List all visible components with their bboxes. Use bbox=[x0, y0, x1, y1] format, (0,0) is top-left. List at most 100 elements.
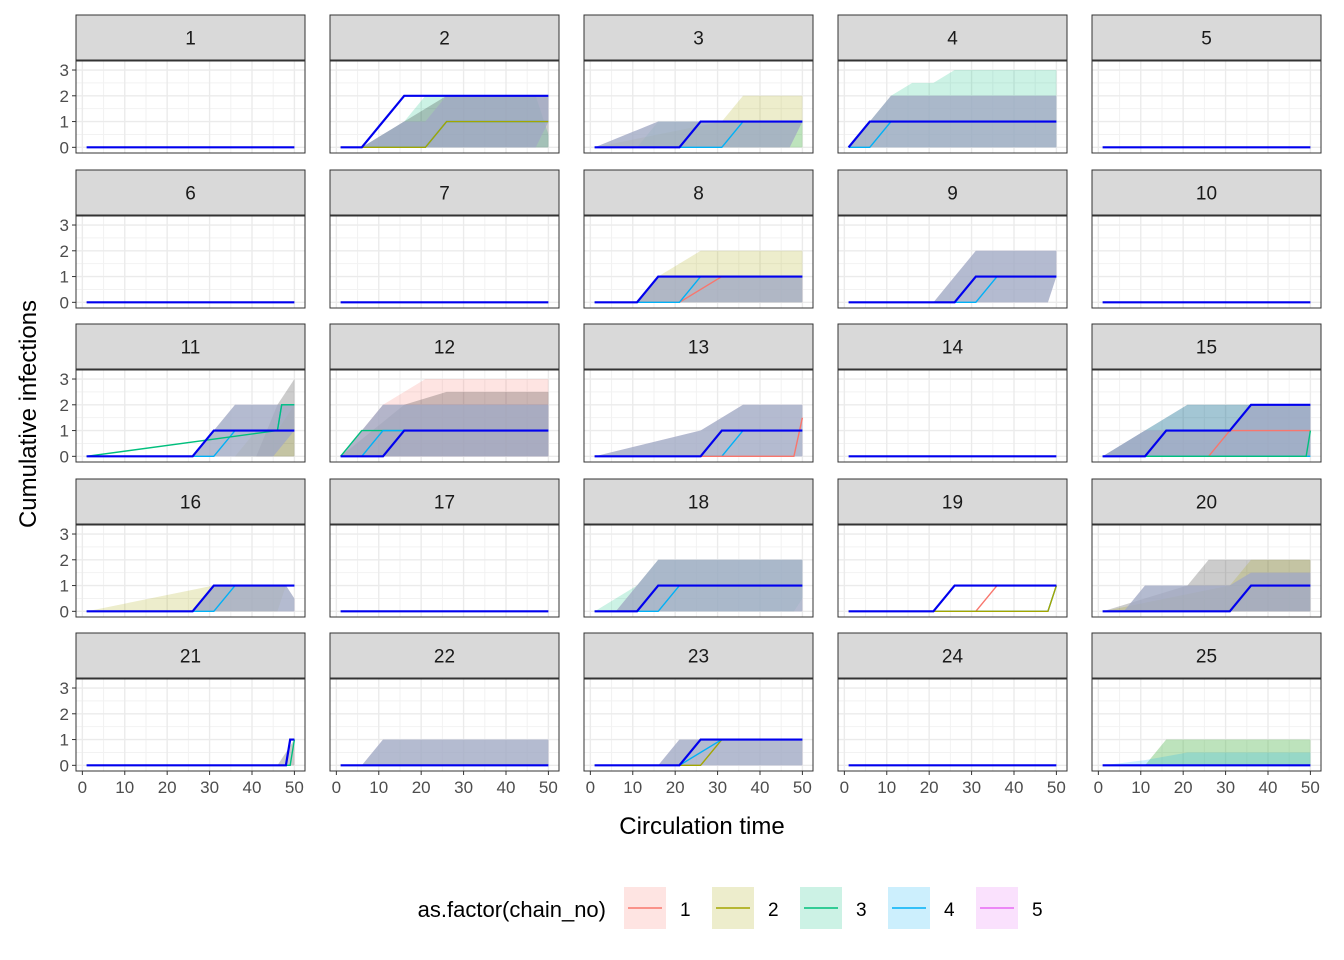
ribbon-overlap bbox=[594, 121, 803, 148]
panel-background bbox=[330, 525, 559, 617]
x-tick-label: 0 bbox=[586, 778, 595, 797]
panel-border bbox=[583, 369, 814, 463]
panel-border bbox=[329, 524, 560, 618]
mean-line bbox=[340, 429, 549, 458]
x-tick-label: 30 bbox=[454, 778, 473, 797]
x-tick-label: 40 bbox=[1259, 778, 1278, 797]
ribbon-overlap bbox=[86, 404, 295, 457]
x-tick-label: 50 bbox=[793, 778, 812, 797]
panel-border bbox=[1091, 215, 1322, 309]
facet-strip bbox=[1091, 323, 1322, 370]
facet-panel-8: 8 bbox=[583, 169, 814, 309]
x-tick-label: 0 bbox=[332, 778, 341, 797]
panel-border bbox=[583, 678, 814, 772]
facet-strip-label: 10 bbox=[1196, 184, 1217, 205]
mean-line bbox=[594, 120, 803, 149]
legend-entry-2: 2 bbox=[712, 887, 779, 929]
facet-strip bbox=[583, 169, 814, 216]
facet-strip-label: 24 bbox=[942, 647, 964, 668]
facet-strip bbox=[75, 323, 306, 370]
facet-panel-23: 23 0 10 20 30 40 50 bbox=[583, 632, 814, 797]
mean-line bbox=[340, 94, 549, 149]
line-chain-3 bbox=[86, 404, 295, 458]
facet-panel-1: 1 0 1 2 3 bbox=[60, 14, 306, 157]
facet-strip-label: 18 bbox=[688, 493, 709, 514]
facet-strip bbox=[329, 14, 560, 61]
facet-strip-label: 25 bbox=[1196, 647, 1217, 668]
panel-background bbox=[838, 679, 1067, 771]
x-tick-label: 40 bbox=[243, 778, 262, 797]
legend-entry-label: 4 bbox=[944, 900, 955, 921]
panel-border bbox=[837, 60, 1068, 154]
y-tick-label: 3 bbox=[60, 525, 69, 544]
ribbon-overlap bbox=[340, 95, 549, 148]
x-tick-label: 0 bbox=[840, 778, 849, 797]
facet-strip bbox=[583, 632, 814, 679]
panel-border bbox=[583, 60, 814, 154]
ribbon-overlap bbox=[86, 585, 295, 612]
legend-title: as.factor(chain_no) bbox=[418, 897, 606, 922]
panel-border bbox=[75, 369, 306, 463]
y-tick-label: 1 bbox=[60, 422, 69, 441]
x-tick-label: 50 bbox=[1301, 778, 1320, 797]
facet-panel-24: 24 0 10 20 30 40 50 bbox=[837, 632, 1068, 797]
mean-line bbox=[1102, 584, 1311, 613]
facet-panel-18: 18 bbox=[583, 478, 814, 618]
panel-border bbox=[583, 524, 814, 618]
facet-strip-label: 19 bbox=[942, 493, 963, 514]
y-tick-label: 0 bbox=[60, 602, 69, 621]
y-tick-label: 0 bbox=[60, 756, 69, 775]
x-tick-label: 10 bbox=[623, 778, 642, 797]
facet-strip bbox=[1091, 169, 1322, 216]
facet-strip bbox=[75, 478, 306, 525]
panel-background bbox=[76, 679, 305, 771]
facet-strip bbox=[837, 14, 1068, 61]
facet-strip bbox=[583, 478, 814, 525]
facet-strip bbox=[329, 169, 560, 216]
mean-line bbox=[594, 429, 803, 458]
mean-line bbox=[594, 738, 803, 767]
facet-panel-5: 5 bbox=[1091, 14, 1322, 154]
y-tick-label: 2 bbox=[60, 242, 69, 261]
legend-entry-4: 4 bbox=[888, 887, 955, 929]
facet-strip bbox=[837, 323, 1068, 370]
facet-strip-label: 1 bbox=[185, 29, 196, 50]
facet-strip-label: 15 bbox=[1196, 338, 1217, 359]
facet-panel-7: 7 bbox=[329, 169, 560, 309]
panel-border bbox=[329, 369, 560, 463]
ribbon-overlap bbox=[594, 739, 803, 766]
panel-background bbox=[330, 216, 559, 308]
y-tick-label: 3 bbox=[60, 61, 69, 80]
x-tick-label: 40 bbox=[751, 778, 770, 797]
panel-border bbox=[837, 524, 1068, 618]
ribbon-overlap bbox=[340, 739, 549, 766]
panel-border bbox=[75, 215, 306, 309]
panel-background bbox=[1092, 679, 1321, 771]
facet-panel-4: 4 bbox=[837, 14, 1068, 154]
facet-strip-label: 8 bbox=[693, 184, 704, 205]
y-tick-label: 0 bbox=[60, 447, 69, 466]
mean-line bbox=[86, 584, 295, 613]
x-tick-label: 20 bbox=[158, 778, 177, 797]
y-tick-label: 2 bbox=[60, 705, 69, 724]
panel-background bbox=[76, 61, 305, 153]
y-axis-label: Cumulative infections bbox=[15, 300, 42, 528]
panel-background bbox=[1092, 61, 1321, 153]
mean-line bbox=[86, 738, 295, 767]
panel-border bbox=[1091, 524, 1322, 618]
y-tick-label: 1 bbox=[60, 577, 69, 596]
facet-panel-11: 11 0 1 2 3 bbox=[60, 323, 306, 466]
facet-strip bbox=[75, 14, 306, 61]
facet-panel-20: 20 bbox=[1091, 478, 1322, 618]
mean-line bbox=[847, 120, 1057, 149]
panel-border bbox=[75, 524, 306, 618]
x-tick-label: 0 bbox=[78, 778, 87, 797]
facet-strip-label: 21 bbox=[180, 647, 201, 668]
panel-border bbox=[75, 60, 306, 154]
x-axis-label: Circulation time bbox=[619, 813, 784, 840]
x-tick-label: 10 bbox=[877, 778, 896, 797]
legend-entry-3: 3 bbox=[800, 887, 867, 929]
facet-strip bbox=[837, 632, 1068, 679]
x-tick-label: 0 bbox=[1094, 778, 1103, 797]
panel-border bbox=[1091, 369, 1322, 463]
